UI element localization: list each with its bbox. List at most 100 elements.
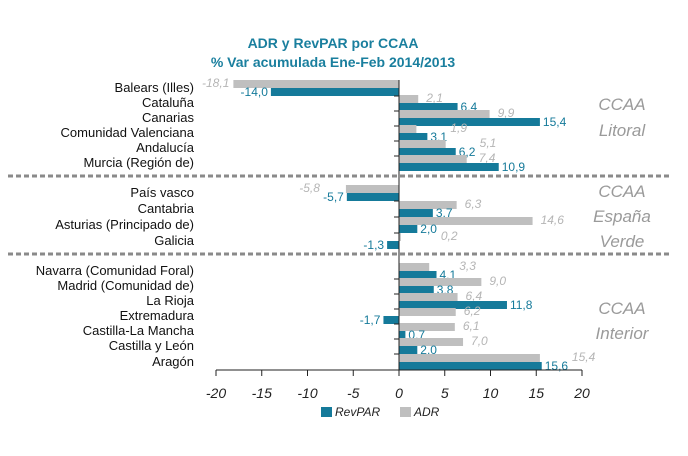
revpar-bar [399,286,434,294]
group-label: Verde [600,232,645,251]
revpar-data-label: 2,0 [420,222,437,236]
group-label: CCAA [598,182,645,201]
revpar-bar [399,301,507,309]
revpar-bar [399,148,456,156]
revpar-bar [399,362,542,370]
category-label: La Rioja [146,293,194,308]
adr-bar [399,110,490,118]
adr-data-label: -18,1 [202,76,229,90]
adr-bar [399,278,482,286]
adr-data-label: 7,0 [471,334,488,348]
revpar-data-label: -1,3 [363,238,384,252]
legend-label-revpar: RevPAR [335,405,380,419]
revpar-bar [383,316,399,324]
x-tick-label: 10 [483,385,499,401]
revpar-bar [399,209,433,217]
category-label: Aragón [152,354,194,369]
chart-title: ADR y RevPAR por CCAA [248,35,419,51]
adr-data-label: 15,4 [572,350,596,364]
group-label: España [593,207,651,226]
revpar-bar [399,163,499,171]
category-label: Asturias (Principado de) [55,217,194,232]
x-tick-label: 5 [441,385,449,401]
x-tick-label: -5 [347,385,360,401]
adr-data-label: 7,4 [479,151,496,165]
revpar-data-label: -5,7 [323,190,344,204]
category-label: Navarra (Comunidad Foral) [36,263,194,278]
x-tick-label: 20 [573,385,590,401]
adr-data-label: 3,3 [459,259,476,273]
revpar-data-label: 2,0 [420,343,437,357]
group-label: CCAA [598,299,645,318]
adr-data-label: 14,6 [541,213,565,227]
adr-data-label: -5,8 [299,181,320,195]
category-label: Castilla-La Mancha [83,323,195,338]
revpar-data-label: 10,9 [502,160,526,174]
group-label: Litoral [599,121,647,140]
adr-bar [399,95,419,103]
adr-data-label: 9,0 [489,274,506,288]
adr-bar [399,233,401,241]
adr-data-label: 6,1 [463,319,480,333]
adr-bar [399,338,464,346]
revpar-data-label: -14,0 [241,85,269,99]
group-label: CCAA [598,95,645,114]
adr-bar [399,155,467,163]
category-label: Galicia [154,233,195,248]
adr-bar [399,140,446,148]
category-label: Madrid (Comunidad de) [57,278,194,293]
legend-swatch-adr [400,407,411,417]
revpar-bar [399,133,428,141]
revpar-bar [399,271,437,279]
adr-bar [399,323,455,331]
category-label: Extremadura [120,308,195,323]
revpar-bar [399,331,406,339]
revpar-bar [399,118,540,126]
adr-data-label: 5,1 [480,136,497,150]
adr-data-label: 6,4 [466,289,483,303]
revpar-bar [270,88,399,96]
adr-bar [399,125,417,133]
adr-data-label: 1,9 [450,121,467,135]
revpar-data-label: 11,8 [510,298,533,312]
adr-bar [399,293,458,301]
x-tick-label: 0 [395,385,403,401]
x-tick-label: -10 [297,385,317,401]
x-tick-label: 15 [528,385,544,401]
adr-bar [399,217,533,225]
revpar-bar [346,193,399,201]
category-label: Comunidad Valenciana [61,125,195,140]
adr-bar [399,263,430,271]
adr-data-label: 6,3 [465,197,482,211]
adr-data-label: 0,2 [441,229,458,243]
chart-subtitle: % Var acumulada Ene-Feb 2014/2013 [211,54,456,70]
adr-bar [345,185,399,193]
group-label: Interior [596,324,650,343]
adr-data-label: 6,2 [464,304,481,318]
adr-data-label: 9,9 [498,106,515,120]
legend-swatch-revpar [321,407,332,417]
revpar-bar [399,346,418,354]
category-label: Cantabria [138,201,195,216]
revpar-data-label: -1,7 [360,313,381,327]
category-label: Cataluña [142,95,195,110]
adr-data-label: 2,1 [425,91,443,105]
x-tick-label: -15 [252,385,272,401]
legend-label-adr: ADR [413,405,440,419]
category-label: País vasco [130,185,194,200]
category-label: Canarias [142,110,195,125]
adr-bar [399,308,456,316]
category-label: Murcia (Región de) [83,155,194,170]
x-tick-label: -20 [206,385,226,401]
revpar-data-label: 3,7 [436,206,453,220]
adr-bar [399,354,540,362]
adr-bar [399,201,457,209]
revpar-data-label: 15,6 [545,359,569,373]
category-label: Castilla y León [109,338,194,353]
revpar-data-label: 15,4 [543,115,567,129]
adr-bar [233,80,399,88]
revpar-bar [399,103,458,111]
revpar-bar [399,225,418,233]
